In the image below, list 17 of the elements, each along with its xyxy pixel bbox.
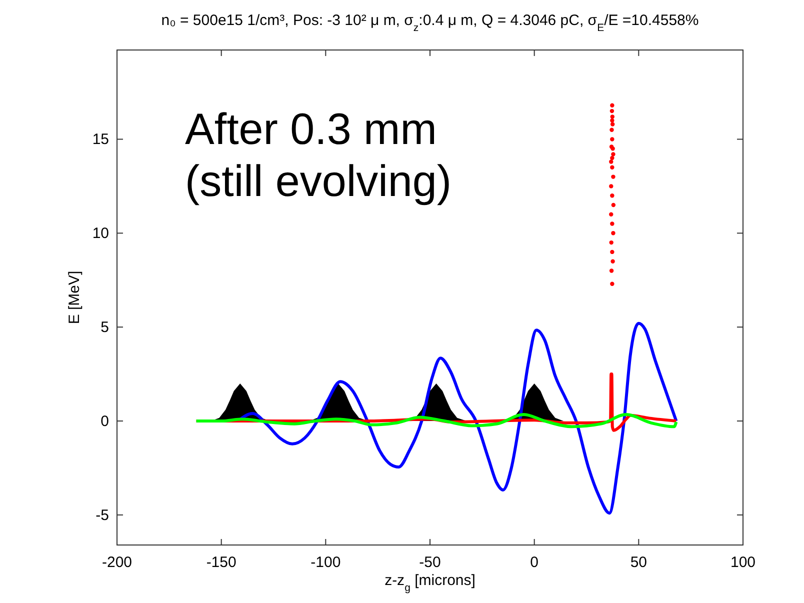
y-axis-title: E [MeV] [66, 270, 83, 324]
chart-title: n₀ = 500e15 1/cm³, Pos: -3 10² μ m, σ$_{z}$:0.4 μ m, Q = 4.3046 pC, σ$_{E}$/E =10.4558% [161, 12, 699, 34]
y-tick-label: 5 [100, 319, 109, 336]
y-tick-label: 0 [100, 413, 109, 430]
x-tick-label: -200 [102, 554, 132, 571]
line-series [194, 412, 678, 428]
x-tick-label: -150 [206, 554, 236, 571]
y-tick-label: -5 [96, 506, 109, 524]
annotation: After 0.3 mm (still evolving) [185, 105, 452, 206]
x-tick-label: 100 [730, 554, 756, 571]
x-tick-label: 0 [530, 554, 539, 571]
y-tick-label: 10 [92, 225, 109, 242]
x-tick-label: 50 [630, 554, 648, 571]
x-axis-title: z-z$_{g}$ [microns] [384, 572, 476, 594]
x-tick-label: -50 [419, 554, 441, 571]
x-tick-label: -100 [310, 554, 341, 571]
y-tick-label: 15 [92, 131, 109, 148]
